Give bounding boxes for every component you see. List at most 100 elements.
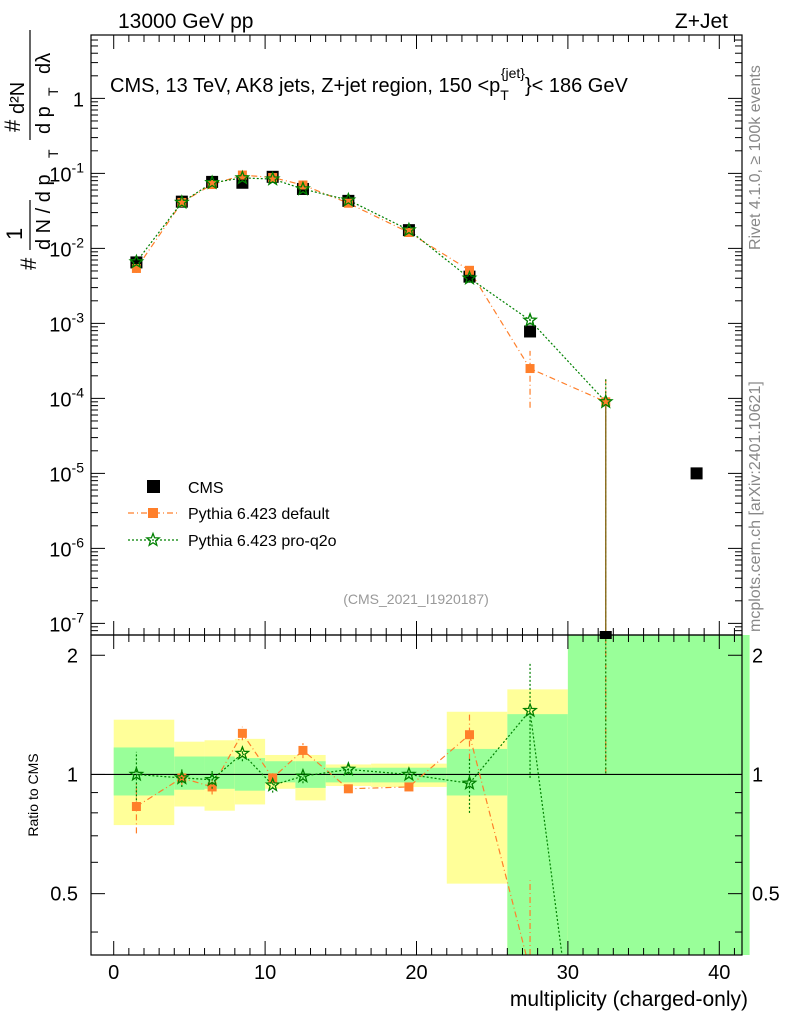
ratio-q2o-point [173, 769, 190, 785]
default-data-point [268, 173, 278, 183]
legend: CMS Pythia 6.423 default Pythia 6.423 pr… [128, 480, 337, 550]
title-sup: {jet} [501, 65, 525, 81]
q2o-data-point [597, 393, 614, 409]
ratio-y-tick-label: 2 [67, 645, 78, 667]
x-axis-label: multiplicity (charged-only) [510, 988, 748, 1011]
rivet-version-label: Rivet 4.1.0, ≥ 100k events [747, 65, 764, 250]
default-data-point [525, 364, 535, 374]
main-y-tick-label: 10-5 [49, 459, 84, 486]
main-axes: 10-7 10-6 10-5 10-4 10-3 10-2 10-1 1 [49, 34, 742, 636]
ylabel-T: T [45, 149, 61, 158]
ratio-q2o-point [340, 761, 357, 777]
q2o-data-point [522, 311, 538, 328]
default-data-point [298, 180, 308, 190]
ratio-stat-band [446, 748, 508, 796]
legend-default-marker [148, 508, 158, 518]
ratio-y-axis-label: Ratio to CMS [25, 753, 41, 836]
ylabel-d2N: d²N [7, 82, 29, 114]
ylabel-hash: # [16, 257, 41, 270]
main-series-layer [128, 169, 703, 774]
ratio-x-tick-label: 0 [108, 962, 119, 984]
ratio-uncertainty-bands [91, 635, 750, 955]
default-data-point [207, 180, 217, 190]
ratio-x-tick-label: 30 [557, 962, 579, 984]
ratio-q2o-point [522, 702, 538, 718]
default-data-point [237, 170, 247, 180]
ratio-q2o-point [264, 776, 281, 792]
ratio-y-tick-label-right: 1 [752, 764, 763, 786]
ratio-stat-band [507, 714, 568, 955]
main-series-line [135, 174, 606, 403]
main-y-tick-label: 10-4 [49, 384, 84, 411]
default-data-point [177, 197, 187, 207]
ratio-q2o-point [128, 766, 145, 782]
main-y-tick-label: 10-2 [49, 234, 84, 261]
main-y-tick-label: 10-7 [49, 609, 84, 636]
q2o-data-point [234, 169, 251, 185]
q2o-data-point [400, 221, 417, 237]
ratio-default-point [131, 802, 141, 812]
ratio-default-point [464, 730, 474, 740]
q2o-data-point [340, 191, 357, 207]
q2o-data-point [264, 170, 281, 186]
ratio-q2o-point [204, 771, 221, 787]
q2o-data-point [128, 253, 145, 269]
ratio-y-tick-label-right: 0.5 [752, 884, 780, 906]
q2o-data-point [204, 174, 221, 190]
main-series-line [135, 177, 607, 403]
ratio-series-line [136, 732, 527, 956]
legend-q2o-marker [145, 531, 161, 547]
ylabel-hash2: # [0, 119, 25, 132]
ylabel-dpT: d p [33, 106, 55, 134]
main-y-axis-label: # 1 d N / d p T # d²N d p T dλ [0, 30, 61, 270]
title-sub: T [500, 87, 509, 103]
header-right-label: Z+Jet [675, 10, 728, 33]
ratio-series-layer [128, 662, 563, 956]
legend-q2o-label: Pythia 6.423 pro-q2o [188, 533, 337, 550]
header-left-label: 13000 GeV pp [118, 10, 253, 33]
ratio-y-tick-label-right: 2 [752, 645, 763, 667]
q2o-data-point [461, 269, 478, 285]
ylabel-dN: d N / d p [33, 174, 55, 250]
ylabel-one: 1 [2, 228, 27, 240]
ratio-x-tick-label: 10 [254, 962, 276, 984]
ratio-q2o-point [400, 766, 417, 782]
default-data-point [601, 397, 611, 407]
default-data-point [131, 263, 141, 273]
ratio-stat-band [174, 756, 205, 790]
ratio-default-point [237, 728, 247, 738]
ratio-default-point [343, 784, 353, 794]
ylabel-dlambda: dλ [33, 53, 55, 74]
ratio-total-band [446, 711, 508, 884]
main-y-tick-label: 10-6 [49, 534, 84, 561]
main-y-tick-label: 1 [73, 89, 84, 111]
main-plot-title: CMS, 13 TeV, AK8 jets, Z+jet region, 150… [110, 65, 628, 103]
ratio-y-tick-label: 1 [67, 764, 78, 786]
title-prefix: CMS, 13 TeV, AK8 jets, Z+jet region, 150… [110, 75, 500, 97]
ratio-stat-band [567, 635, 750, 955]
ratio-q2o-point [234, 745, 251, 761]
ratio-axes: 0 10 20 30 40 0.5 0.5 1 1 2 2 [50, 635, 780, 984]
q2o-data-point [173, 194, 190, 210]
cms-data-point [690, 467, 703, 480]
title-suffix: }< 186 GeV [525, 75, 629, 97]
ratio-series-line [136, 709, 563, 956]
ratio-q2o-point [295, 767, 311, 783]
ratio-q2o-point [461, 774, 478, 791]
cms-data-point [524, 325, 537, 338]
analysis-watermark: (CMS_2021_I1920187) [343, 591, 489, 607]
ratio-default-point [298, 745, 308, 755]
q2o-data-point [295, 180, 311, 196]
main-y-tick-label: 10-3 [49, 309, 84, 336]
main-y-tick-label: 10-1 [49, 159, 84, 186]
legend-cms-label: CMS [188, 480, 224, 497]
ratio-x-tick-label: 40 [708, 962, 730, 984]
legend-cms-marker [147, 480, 160, 493]
ratio-y-tick-label: 0.5 [50, 884, 78, 906]
ratio-default-point [404, 782, 414, 792]
ylabel-T2: T [45, 87, 61, 96]
mcplots-label: mcplots.cern.ch [arXiv:2401.10621] [747, 381, 764, 632]
ratio-x-tick-label: 20 [405, 962, 427, 984]
legend-default-label: Pythia 6.423 default [188, 506, 330, 523]
